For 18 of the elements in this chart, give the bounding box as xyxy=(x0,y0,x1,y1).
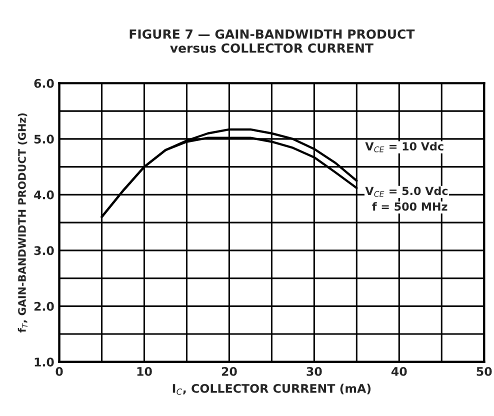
y-axis-title: f$_{T}$, GAIN-BANDWIDTH PRODUCT (GHz) xyxy=(18,113,28,332)
x-tick-label: 20 xyxy=(222,366,237,376)
series-label: V$_{CE}$ = 5.0 Vdc xyxy=(365,186,448,197)
annotation: f = 500 MHz xyxy=(372,202,448,211)
chart-title: FIGURE 7 — GAIN-BANDWIDTH PRODUCT versus COLLECTOR CURRENT xyxy=(130,29,415,53)
x-tick-label: 50 xyxy=(476,366,492,376)
y-tick-label: 3.0 xyxy=(34,246,54,256)
y-tick-label: 5.0 xyxy=(34,134,54,144)
y-tick-label: 1.0 xyxy=(34,358,54,367)
x-tick-label: 10 xyxy=(137,366,152,376)
text: V$_{CE}$ = 10 Vdc xyxy=(365,142,444,152)
x-tick-label: 30 xyxy=(306,366,322,376)
x-tick-label: 0 xyxy=(56,366,63,376)
y-tick-label: 6.0 xyxy=(34,78,54,88)
y-tick-label: 2.0 xyxy=(34,302,54,311)
y-tick-label: 4.0 xyxy=(34,190,54,200)
x-tick-label: 40 xyxy=(391,366,407,376)
x-axis-title: I$_{C}$, COLLECTOR CURRENT (mA) xyxy=(172,384,371,395)
